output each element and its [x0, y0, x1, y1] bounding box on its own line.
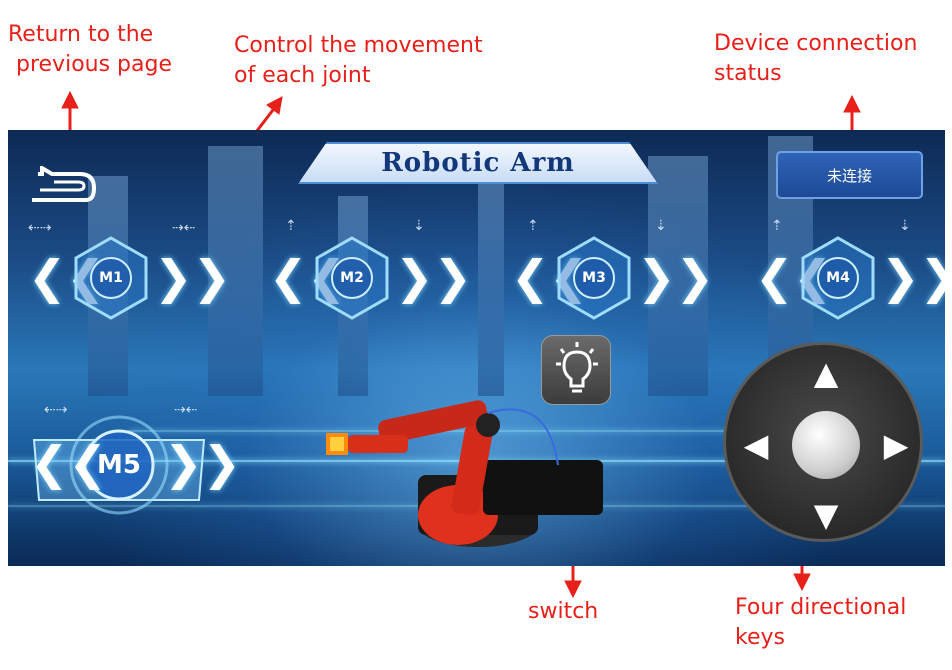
hexagon-icon	[315, 236, 389, 320]
m3-label: M3	[582, 270, 606, 286]
joint-control-m3: ⇡ ⇣ ❮❮ M3 ❯❯	[505, 218, 715, 320]
annotation-joints: Control the movement of each joint	[234, 31, 483, 91]
joint-control-m4: ⇡ ⇣ ❮❮ M4 ❯❯	[749, 218, 945, 320]
arrow-joints-head	[266, 96, 283, 115]
bg-tower	[208, 146, 263, 396]
robotic-arm-illustration	[326, 400, 603, 547]
lightbulb-icon	[556, 342, 598, 393]
arrow-up-icon: ⇡	[771, 218, 783, 234]
hexagon-icon	[557, 236, 631, 320]
annotation-return-line1: Return to the	[8, 22, 154, 47]
annotation-joints-line1: Control the movement	[234, 33, 483, 58]
arrows-right-left-icon: ⇢⇠	[174, 402, 198, 418]
dpad-down-button[interactable]: ▼	[813, 496, 839, 534]
m3-right-button[interactable]: ❯❯	[637, 250, 715, 304]
m1-left-button[interactable]: ❮❮	[28, 250, 106, 304]
arrows-left-right-icon: ⇠⇢	[44, 402, 68, 418]
hexagon-icon	[801, 236, 875, 320]
arrow-up-icon: ⇡	[285, 218, 297, 234]
dpad-left-button[interactable]: ◀	[743, 426, 769, 464]
m1-hex: M1	[74, 236, 148, 320]
m5-label: M5	[97, 450, 141, 480]
arrow-switch-head	[564, 580, 582, 599]
annotation-status-line1: Device connection	[714, 31, 918, 56]
m5-right-button[interactable]: ❯❯	[164, 436, 242, 490]
annotation-dpad-line2: keys	[735, 625, 785, 650]
m5-ring-icon	[32, 415, 206, 515]
m2-label: M2	[340, 270, 364, 286]
dpad-up-button[interactable]: ▲	[813, 354, 839, 392]
arrow-up-icon: ⇡	[527, 218, 539, 234]
title-banner: Robotic Arm	[298, 142, 658, 184]
m1-label: M1	[99, 270, 123, 286]
joint-control-m2: ⇡ ⇣ ❮❮ M2 ❯❯	[263, 218, 473, 320]
arrow-status-head	[843, 94, 861, 113]
m2-left-button[interactable]: ❮❮	[269, 250, 347, 304]
annotation-return: Return to the previous page	[8, 20, 172, 80]
annotation-dpad: Four directional keys	[735, 593, 906, 653]
arrows-right-left-icon: ⇢⇠	[172, 220, 196, 236]
m2-hex: M2	[315, 236, 389, 320]
annotation-joints-line2: of each joint	[234, 63, 371, 88]
arrow-return-head	[61, 90, 79, 109]
hexagon-icon	[74, 236, 148, 320]
m5-left-button[interactable]: ❮❮	[30, 436, 108, 490]
m4-label: M4	[826, 270, 850, 286]
arrow-dpad-head	[793, 573, 811, 592]
m4-left-button[interactable]: ❮❮	[755, 250, 833, 304]
arrow-down-icon: ⇣	[899, 218, 911, 234]
m2-right-button[interactable]: ❯❯	[395, 250, 473, 304]
bg-tower	[478, 166, 504, 396]
app-screen: Robotic Arm 未连接 ⇠⇢ ⇢⇠ ❮❮ M1 ❯❯ ⇡ ⇣ ❮❮	[8, 130, 945, 566]
annotation-switch: switch	[528, 599, 599, 624]
m1-right-button[interactable]: ❯❯	[154, 250, 232, 304]
arrow-down-icon: ⇣	[413, 218, 425, 234]
arrow-down-icon: ⇣	[655, 218, 667, 234]
m3-left-button[interactable]: ❮❮	[511, 250, 589, 304]
directional-pad: ▲ ▼ ◀ ▶	[723, 342, 923, 542]
m4-hex: M4	[801, 236, 875, 320]
dpad-right-button[interactable]: ▶	[883, 426, 909, 464]
light-switch-button[interactable]	[541, 335, 611, 405]
back-button[interactable]	[28, 164, 97, 206]
page-title: Robotic Arm	[381, 148, 575, 178]
arrows-left-right-icon: ⇠⇢	[28, 220, 52, 236]
m3-hex: M3	[557, 236, 631, 320]
annotation-dpad-line1: Four directional	[735, 595, 907, 620]
dpad-center-button[interactable]	[792, 411, 860, 479]
annotation-status-line2: status	[714, 61, 782, 86]
annotation-return-line2: previous page	[16, 52, 172, 77]
joint-control-m1: ⇠⇢ ⇢⇠ ❮❮ M1 ❯❯	[22, 220, 232, 320]
joint-control-m5: ⇠⇢ ⇢⇠ ❮❮ M5 ❯❯	[24, 402, 242, 520]
back-arrow-icon	[32, 164, 97, 202]
bg-tower	[648, 156, 708, 396]
annotation-status: Device connection status	[714, 29, 917, 89]
m4-right-button[interactable]: ❯❯	[881, 250, 945, 304]
connection-status-button[interactable]: 未连接	[776, 151, 923, 199]
